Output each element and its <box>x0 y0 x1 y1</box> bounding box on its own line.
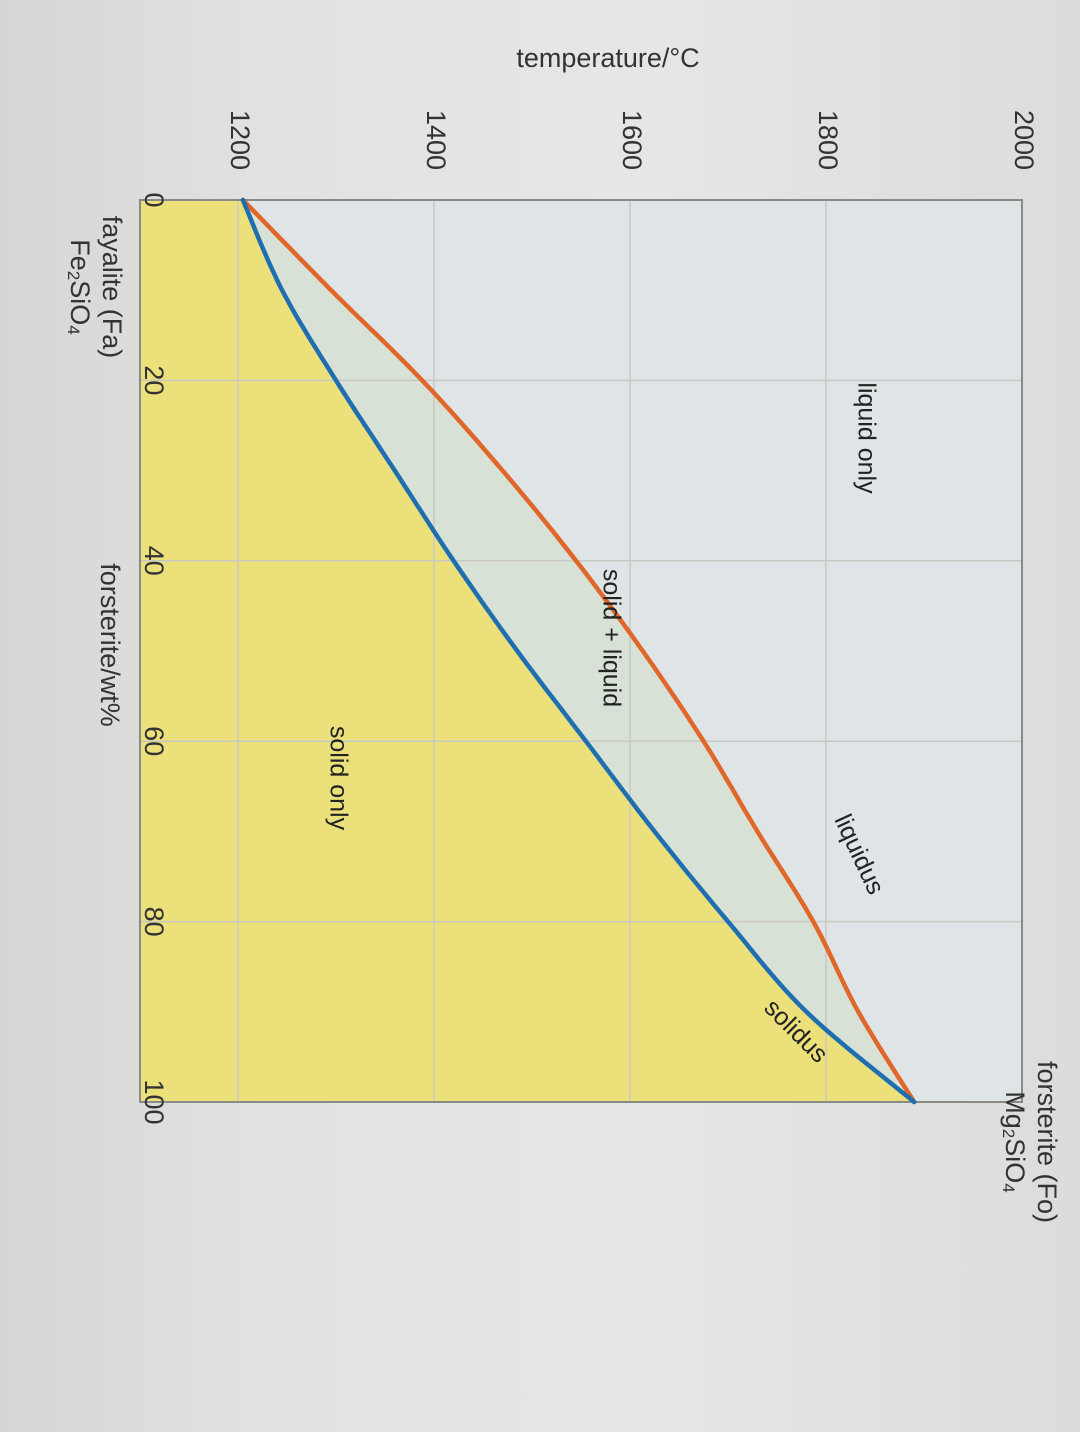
y-tick-label-1400: 1400 <box>421 110 451 170</box>
y-tick-label-1800: 1800 <box>813 110 843 170</box>
endpoint-left-name: fayalite (Fa) <box>97 216 127 359</box>
series-liquidus <box>240 197 917 1105</box>
x-tick-label-40: 40 <box>139 546 169 576</box>
series-layer <box>240 197 917 1105</box>
endpoint-right-name: forsterite (Fo) <box>1032 1061 1062 1223</box>
region-label-liquid-only: liquid only <box>852 382 880 494</box>
x-tick-label-20: 20 <box>139 365 169 395</box>
plot-frame <box>139 199 1023 1103</box>
series-solidus <box>240 197 917 1105</box>
x-tick-label-100: 100 <box>139 1079 169 1124</box>
y-tick-label-1200: 1200 <box>225 110 255 170</box>
grid <box>139 199 1023 1103</box>
region-label-solid-only: solid only <box>324 726 352 831</box>
y-tick-label-1600: 1600 <box>617 110 647 170</box>
endpoint-left-formula: Fe2SiO4 <box>64 239 95 334</box>
x-axis-title: forsterite/wt% <box>95 563 125 727</box>
region-solid-liquid <box>242 200 915 1102</box>
region-solid-only <box>140 200 915 1102</box>
x-tick-label-60: 60 <box>139 726 169 756</box>
x-tick-label-80: 80 <box>139 907 169 937</box>
endpoint-right-formula: Mg2SiO4 <box>999 1091 1030 1192</box>
y-tick-label-2000: 2000 <box>1009 110 1039 170</box>
region-label-solid-liquid: solid + liquid <box>597 569 625 707</box>
plot-area <box>140 200 1022 1102</box>
x-tick-label-0: 0 <box>139 192 169 207</box>
tick-labels: 1200 1400 1600 1800 2000 0 20 40 60 80 100 <box>139 110 1039 1125</box>
y-axis-title: temperature/°C <box>516 43 699 73</box>
